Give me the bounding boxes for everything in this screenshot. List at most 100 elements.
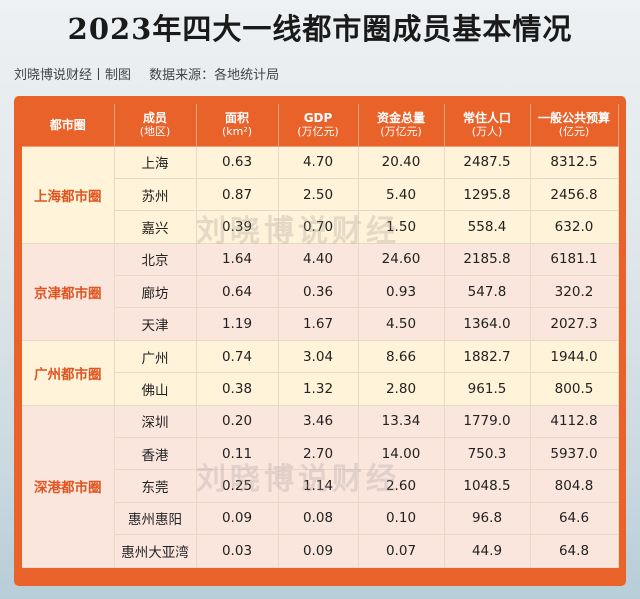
metro-group-name: 京津都市圈 <box>22 243 115 341</box>
cell-gdp: 4.70 <box>278 146 359 179</box>
cell-member: 佛山 <box>114 372 197 406</box>
cell-budget: 2027.3 <box>530 307 619 341</box>
cell-population: 96.8 <box>444 502 531 536</box>
cell-population: 2185.8 <box>444 243 531 277</box>
cell-gdp: 1.67 <box>278 307 359 341</box>
cell-population: 547.8 <box>444 275 531 309</box>
metro-group-name: 上海都市圈 <box>22 146 115 244</box>
cell-capital: 0.10 <box>358 502 445 536</box>
cell-capital: 0.93 <box>358 275 445 309</box>
header-gdp: GDP (万亿元) <box>278 104 359 147</box>
cell-population: 2487.5 <box>444 146 531 179</box>
author-credit: 刘晓博说财经丨制图 <box>14 68 132 83</box>
cell-area: 0.63 <box>196 146 279 179</box>
cell-budget: 5937.0 <box>530 437 619 471</box>
table-row: 惠州惠阳 0.09 0.08 0.10 96.8 64.6 <box>22 502 619 536</box>
table-row: 佛山 0.38 1.32 2.80 961.5 800.5 <box>22 372 619 406</box>
cell-gdp: 0.36 <box>278 275 359 309</box>
cell-budget: 320.2 <box>530 275 619 309</box>
cell-area: 0.87 <box>196 178 279 212</box>
cell-population: 1048.5 <box>444 469 531 503</box>
cell-member: 嘉兴 <box>114 210 197 244</box>
cell-area: 0.09 <box>196 502 279 536</box>
cell-member: 广州 <box>114 340 197 374</box>
cell-population: 1295.8 <box>444 178 531 212</box>
table-row: 上海都市圈 上海 0.63 4.70 20.40 2487.5 8312.5 <box>22 146 619 244</box>
table-row: 惠州大亚湾 0.03 0.09 0.07 44.9 64.8 <box>22 534 619 568</box>
cell-area: 0.38 <box>196 372 279 406</box>
cell-gdp: 4.40 <box>278 243 359 277</box>
cell-population: 558.4 <box>444 210 531 244</box>
header-population: 常住人口 (万人) <box>444 104 531 147</box>
cell-capital: 8.66 <box>358 340 445 374</box>
cell-member: 廊坊 <box>114 275 197 309</box>
cell-gdp: 1.32 <box>278 372 359 406</box>
cell-population: 1779.0 <box>444 405 531 439</box>
cell-capital: 4.50 <box>358 307 445 341</box>
cell-gdp: 2.50 <box>278 178 359 212</box>
table-row: 深港都市圈 深圳 0.20 3.46 13.34 1779.0 4112.8 <box>22 405 619 568</box>
cell-capital: 5.40 <box>358 178 445 212</box>
cell-member: 天津 <box>114 307 197 341</box>
cell-area: 1.64 <box>196 243 279 277</box>
cell-capital: 0.07 <box>358 534 445 568</box>
metro-table: 都市圈 成员 (地区) 面积 (km²) GDP (万亿元) 资金总量 (万亿元) 常住… <box>22 104 619 568</box>
cell-member: 惠州惠阳 <box>114 502 197 536</box>
cell-capital: 14.00 <box>358 437 445 471</box>
cell-area: 0.25 <box>196 469 279 503</box>
cell-gdp: 0.70 <box>278 210 359 244</box>
page-title: 2023年四大一线都市圈成员基本情况 <box>67 12 573 46</box>
cell-budget: 4112.8 <box>530 405 619 439</box>
header-area: 面积 (km²) <box>196 104 279 147</box>
cell-area: 0.03 <box>196 534 279 568</box>
cell-gdp: 3.04 <box>278 340 359 374</box>
cell-budget: 804.8 <box>530 469 619 503</box>
cell-area: 0.74 <box>196 340 279 374</box>
table-header-row: 都市圈 成员 (地区) 面积 (km²) GDP (万亿元) 资金总量 (万亿元) 常住… <box>22 104 619 147</box>
cell-area: 1.19 <box>196 307 279 341</box>
cell-capital: 13.34 <box>358 405 445 439</box>
cell-budget: 2456.8 <box>530 178 619 212</box>
cell-member: 上海 <box>114 146 197 179</box>
data-source: 数据来源：各地统计局 <box>149 68 280 83</box>
table-row: 苏州 0.87 2.50 5.40 1295.8 2456.8 <box>22 178 619 212</box>
table-row: 东莞 0.25 1.14 2.60 1048.5 804.8 <box>22 469 619 503</box>
cell-area: 0.11 <box>196 437 279 471</box>
subtitle: 刘晓博说财经丨制图 数据来源：各地统计局 <box>14 64 293 83</box>
cell-capital: 20.40 <box>358 146 445 179</box>
table-row: 广州都市圈 广州 0.74 3.04 8.66 1882.7 1944.0 <box>22 340 619 406</box>
cell-gdp: 3.46 <box>278 405 359 439</box>
cell-member: 苏州 <box>114 178 197 212</box>
cell-budget: 6181.1 <box>530 243 619 277</box>
table-row: 廊坊 0.64 0.36 0.93 547.8 320.2 <box>22 275 619 309</box>
cell-member: 深圳 <box>114 405 197 439</box>
cell-population: 961.5 <box>444 372 531 406</box>
cell-member: 东莞 <box>114 469 197 503</box>
cell-capital: 2.60 <box>358 469 445 503</box>
cell-member: 香港 <box>114 437 197 471</box>
metro-group-name: 广州都市圈 <box>22 340 115 406</box>
cell-population: 750.3 <box>444 437 531 471</box>
metro-group-name: 深港都市圈 <box>22 405 115 568</box>
cell-capital: 2.80 <box>358 372 445 406</box>
cell-member: 惠州大亚湾 <box>114 534 197 568</box>
header-capital: 资金总量 (万亿元) <box>358 104 445 147</box>
cell-capital: 1.50 <box>358 210 445 244</box>
cell-area: 0.20 <box>196 405 279 439</box>
cell-budget: 64.8 <box>530 534 619 568</box>
header-budget: 一般公共预算 (亿元) <box>530 104 619 147</box>
cell-budget: 800.5 <box>530 372 619 406</box>
header-metro: 都市圈 <box>22 104 115 147</box>
cell-area: 0.64 <box>196 275 279 309</box>
table-row: 天津 1.19 1.67 4.50 1364.0 2027.3 <box>22 307 619 341</box>
table-row: 京津都市圈 北京 1.64 4.40 24.60 2185.8 6181.1 <box>22 243 619 341</box>
cell-member: 北京 <box>114 243 197 277</box>
cell-budget: 64.6 <box>530 502 619 536</box>
cell-population: 1882.7 <box>444 340 531 374</box>
cell-capital: 24.60 <box>358 243 445 277</box>
cell-gdp: 2.70 <box>278 437 359 471</box>
cell-area: 0.39 <box>196 210 279 244</box>
header-member: 成员 (地区) <box>114 104 197 147</box>
cell-budget: 1944.0 <box>530 340 619 374</box>
cell-budget: 8312.5 <box>530 146 619 179</box>
